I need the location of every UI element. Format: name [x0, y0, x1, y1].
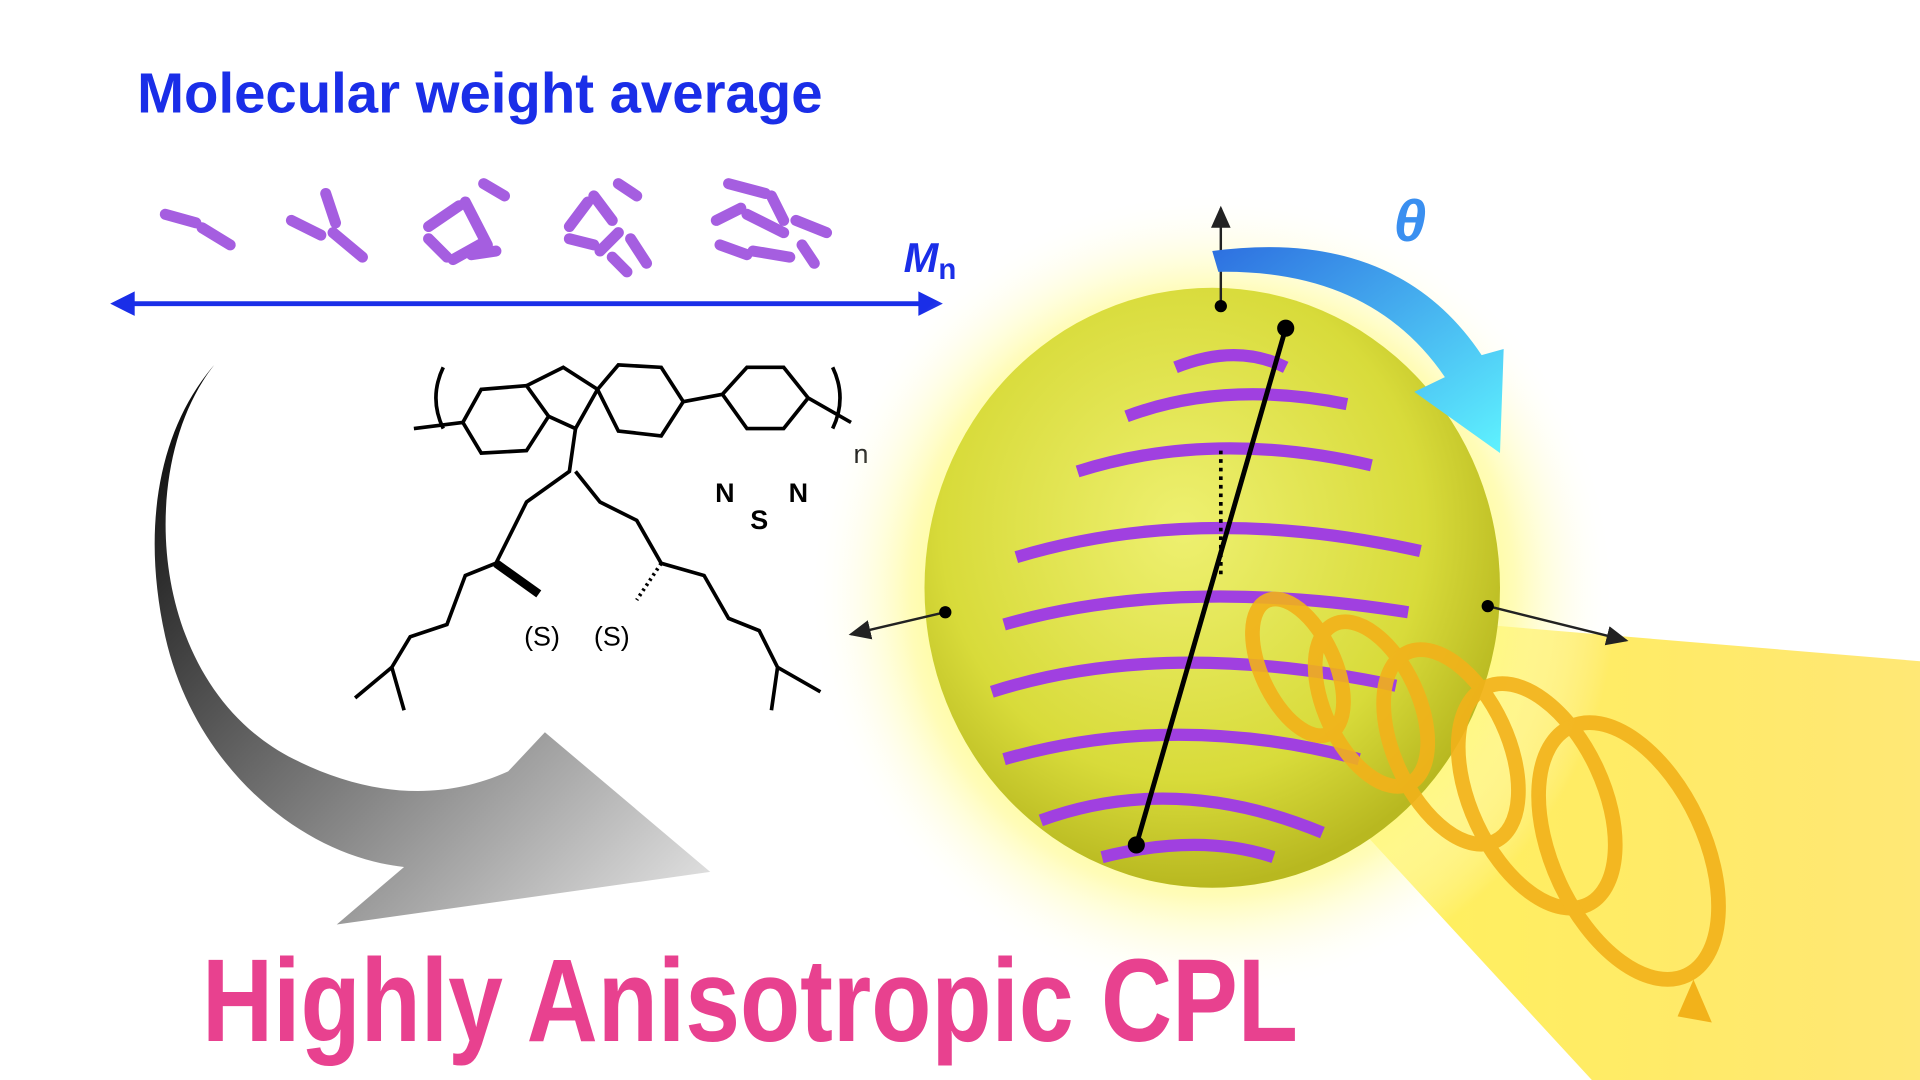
atom: S [750, 505, 768, 535]
dot [1214, 300, 1227, 313]
process-arrow [154, 364, 711, 925]
mn-main: M [904, 234, 940, 281]
stripes [989, 349, 1422, 864]
headline: Highly Anisotropic CPL [202, 935, 1298, 1066]
helix-tip [1677, 979, 1712, 1023]
atom: N [789, 478, 808, 508]
chemical-structure [353, 363, 852, 711]
dot [1481, 600, 1494, 613]
stereo-label: (S) [594, 621, 630, 651]
mn-label: Mn [904, 234, 957, 286]
axis-end [1127, 836, 1145, 854]
mn-subscript: n [938, 253, 956, 286]
stereo-label: (S) [524, 621, 560, 651]
theta-label: θ [1393, 189, 1426, 254]
title: Molecular weight average [137, 62, 822, 125]
helix [1245, 591, 1726, 987]
rotation-arrow [1212, 247, 1504, 454]
polymer-chains [159, 178, 833, 278]
director-axis [1133, 327, 1289, 846]
axis-end [1277, 319, 1295, 337]
atom-labels: N S N [715, 478, 808, 535]
atom: N [715, 478, 734, 508]
dot [939, 606, 952, 619]
